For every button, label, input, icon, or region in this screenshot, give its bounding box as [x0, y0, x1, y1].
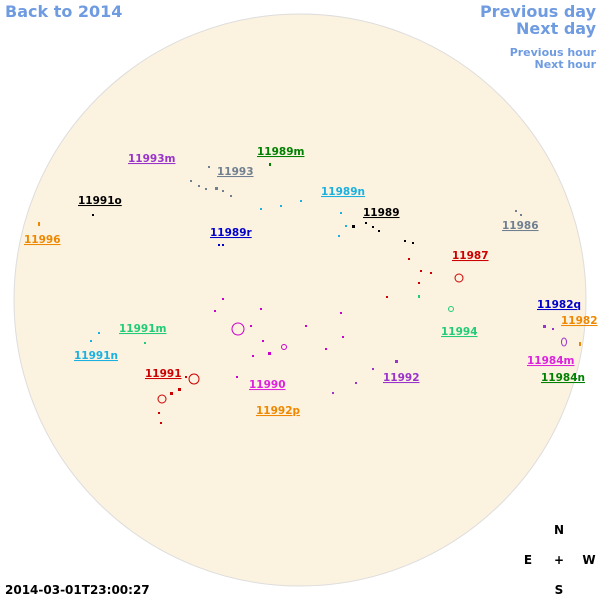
previous-day-link[interactable]: Previous day [480, 2, 597, 21]
solar-disk [13, 13, 587, 587]
previous-hour-link[interactable]: Previous hour [510, 46, 597, 59]
compass-center: + [554, 553, 564, 567]
region-label[interactable]: 11982q [537, 299, 581, 311]
back-link[interactable]: Back to 2014 [5, 2, 122, 21]
region-label[interactable]: 11993 [217, 166, 254, 178]
region-label[interactable]: 11991o [78, 195, 122, 207]
region-label[interactable]: 11989r [210, 227, 253, 239]
region-label[interactable]: 11996 [24, 234, 61, 246]
region-label[interactable]: 11984n [541, 372, 585, 384]
region-label[interactable]: 11994 [441, 326, 478, 338]
region-labels: 11993m 11989m 11993 11991o 11989n 11989 … [24, 146, 598, 417]
region-label[interactable]: 11989m [257, 146, 305, 158]
timestamp: 2014-03-01T23:00:27 [5, 583, 150, 597]
region-label[interactable]: 11991m [119, 323, 167, 335]
region-label[interactable]: 11989n [321, 186, 365, 198]
region-label[interactable]: 11990 [249, 379, 286, 391]
region-label[interactable]: 11992p [256, 405, 301, 417]
region-label[interactable]: 11993m [128, 153, 176, 165]
region-label[interactable]: 11992 [383, 372, 420, 384]
compass-north: N [554, 523, 564, 537]
sunspot-dots [38, 163, 581, 424]
region-label[interactable]: 11991n [74, 350, 118, 362]
nav: Back to 2014 Previous day Next day Previ… [5, 2, 597, 71]
region-label[interactable]: 11987 [452, 250, 489, 262]
compass-east: E [524, 553, 532, 567]
compass-south: S [555, 583, 564, 597]
compass: N E + W S [524, 523, 596, 597]
region-label[interactable]: 11982 [561, 315, 598, 327]
next-day-link[interactable]: Next day [516, 19, 597, 38]
region-label[interactable]: 11984m [527, 355, 575, 367]
next-hour-link[interactable]: Next hour [535, 58, 597, 71]
region-label[interactable]: 11986 [502, 220, 539, 232]
region-label[interactable]: 11989 [363, 207, 400, 219]
compass-west: W [582, 553, 595, 567]
region-label[interactable]: 11991 [145, 368, 182, 380]
